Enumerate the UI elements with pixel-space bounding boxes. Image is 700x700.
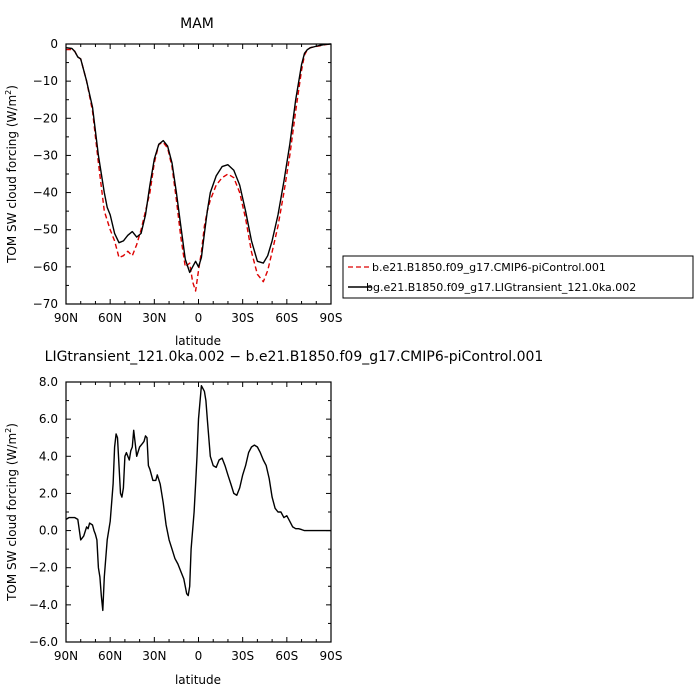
top-x-axis-label: latitude [175, 334, 221, 348]
y-tick-label: −40 [33, 186, 58, 200]
x-tick-label: 60N [98, 311, 122, 325]
y-tick-label: −2.0 [29, 561, 58, 575]
series-line-0-1 [65, 43, 332, 274]
y-tick-label: 2.0 [39, 486, 58, 500]
x-tick-label: 30S [231, 311, 254, 325]
legend-box [342, 255, 694, 299]
x-tick-label: 30N [142, 649, 166, 663]
bottom-panel-title: LIGtransient_121.0ka.002 − b.e21.B1850.f… [45, 349, 544, 365]
x-tick-label: 90S [320, 649, 343, 663]
legend: b.e21.B1850.f09_g17.CMIP6-piControl.001 … [342, 255, 694, 299]
y-tick-label: 6.0 [39, 412, 58, 426]
x-tick-label: 30S [231, 649, 254, 663]
x-tick-label: 0 [195, 649, 203, 663]
legend-label-control: b.e21.B1850.f09_g17.CMIP6-piControl.001 [372, 261, 606, 274]
series-line-1-0 [65, 385, 331, 612]
x-tick-label: 60S [275, 649, 298, 663]
x-tick-label: 90N [54, 311, 78, 325]
x-tick-label: 90N [54, 649, 78, 663]
y-tick-label: −10 [33, 74, 58, 88]
y-tick-label: −70 [33, 297, 58, 311]
bottom-y-axis-label: TOM SW cloud forcing (W/m2) [4, 423, 19, 602]
x-tick-label: 60S [275, 311, 298, 325]
legend-label-lig: bg.e21.B1850.f09_g17.LIGtransient_121.0k… [366, 281, 636, 294]
x-tick-label: 30N [142, 311, 166, 325]
y-tick-label: 8.0 [39, 375, 58, 389]
y-tick-label: 4.0 [39, 449, 58, 463]
y-tick-label: −60 [33, 260, 58, 274]
y-tick-label: −20 [33, 111, 58, 125]
y-tick-label: −30 [33, 148, 58, 162]
top-y-axis-label: TOM SW cloud forcing (W/m2) [4, 85, 19, 264]
x-tick-label: 0 [195, 311, 203, 325]
series-line-0-0 [66, 43, 332, 292]
y-tick-label: −4.0 [29, 598, 58, 612]
top-panel-title: MAM [180, 16, 214, 32]
bottom-panel: LIGtransient_121.0ka.002 − b.e21.B1850.f… [4, 349, 543, 687]
x-tick-label: 60N [98, 649, 122, 663]
x-tick-label: 90S [320, 311, 343, 325]
y-tick-label: −50 [33, 223, 58, 237]
y-tick-label: 0.0 [39, 524, 58, 538]
y-tick-label: −6.0 [29, 635, 58, 649]
top-panel: MAM 90N 60N 30N 0 30S 60S 90S 0 −10 −20 −30 −40 −50 −… [4, 16, 342, 348]
y-tick-label: 0 [50, 37, 58, 51]
bottom-x-axis-label: latitude [175, 673, 221, 687]
